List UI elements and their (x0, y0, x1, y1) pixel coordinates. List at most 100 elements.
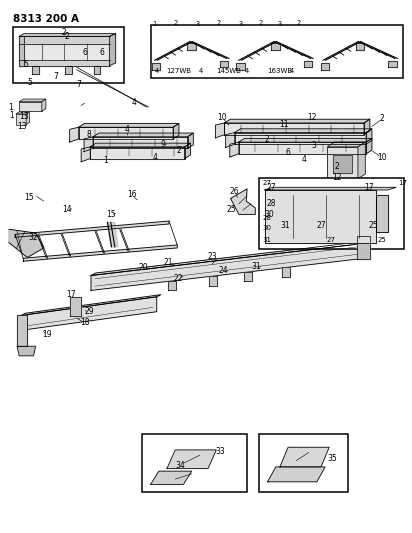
Polygon shape (209, 276, 217, 286)
Bar (260, 434, 348, 492)
Text: 7: 7 (54, 71, 59, 80)
Text: 4: 4 (125, 125, 130, 134)
Polygon shape (15, 221, 169, 237)
Text: 2: 2 (216, 20, 220, 26)
Polygon shape (225, 123, 364, 135)
Polygon shape (26, 112, 29, 125)
Text: 10: 10 (377, 153, 386, 162)
Bar (259, 177, 404, 249)
Polygon shape (21, 297, 157, 330)
Text: 7: 7 (76, 80, 81, 89)
Text: 11: 11 (279, 119, 289, 128)
Polygon shape (333, 155, 352, 173)
Polygon shape (21, 295, 161, 316)
Text: 2: 2 (62, 28, 67, 37)
Text: 1: 1 (9, 111, 14, 120)
Polygon shape (65, 66, 72, 74)
Text: 2: 2 (379, 114, 384, 123)
Text: 22: 22 (173, 273, 183, 282)
Text: 21: 21 (164, 258, 173, 266)
Text: 1: 1 (103, 156, 108, 165)
Polygon shape (91, 241, 367, 276)
Polygon shape (19, 44, 110, 60)
Bar (150, 25, 403, 78)
Polygon shape (185, 143, 190, 159)
Bar (143, 434, 247, 492)
Text: 12: 12 (307, 113, 317, 122)
Text: 4: 4 (301, 155, 306, 164)
Text: 5: 5 (27, 78, 32, 87)
Polygon shape (220, 61, 228, 67)
Polygon shape (81, 147, 90, 162)
Text: 31: 31 (263, 237, 272, 243)
Text: 13: 13 (17, 122, 27, 131)
Polygon shape (19, 102, 42, 111)
Text: 2: 2 (177, 146, 182, 155)
Polygon shape (19, 99, 46, 102)
Polygon shape (150, 471, 192, 484)
Polygon shape (265, 187, 396, 190)
Polygon shape (167, 450, 216, 469)
Text: 32: 32 (29, 233, 38, 242)
Text: 8: 8 (87, 130, 91, 139)
Text: 30: 30 (265, 210, 274, 219)
Polygon shape (173, 124, 179, 139)
Polygon shape (389, 61, 397, 67)
Text: 25: 25 (369, 221, 378, 230)
Polygon shape (9, 229, 44, 257)
Text: 17: 17 (66, 289, 76, 298)
Polygon shape (272, 44, 280, 50)
Polygon shape (366, 129, 372, 144)
Text: 145WB: 145WB (217, 68, 241, 74)
Text: 35: 35 (328, 455, 337, 463)
Text: 3: 3 (278, 21, 282, 27)
Text: 27: 27 (326, 237, 335, 243)
Polygon shape (79, 124, 179, 127)
Text: 163WB: 163WB (267, 68, 293, 74)
Polygon shape (187, 44, 196, 50)
Polygon shape (358, 142, 365, 179)
Text: 13: 13 (20, 112, 29, 121)
Text: 4: 4 (132, 98, 137, 107)
Text: 10: 10 (218, 113, 227, 122)
Polygon shape (93, 137, 187, 149)
Text: 25: 25 (227, 205, 236, 214)
Polygon shape (70, 127, 79, 142)
Text: 3: 3 (311, 141, 316, 150)
Polygon shape (280, 447, 329, 467)
Text: 1: 1 (152, 21, 157, 27)
Polygon shape (16, 112, 29, 114)
Text: 2: 2 (296, 20, 301, 26)
Polygon shape (42, 99, 46, 111)
Polygon shape (168, 281, 176, 290)
Text: 34: 34 (176, 462, 185, 470)
Polygon shape (19, 36, 24, 66)
Text: 29: 29 (84, 307, 94, 316)
Polygon shape (366, 139, 372, 154)
Text: 3: 3 (196, 21, 200, 27)
Polygon shape (19, 60, 110, 66)
Polygon shape (239, 139, 372, 142)
Polygon shape (16, 114, 26, 125)
Text: 15: 15 (106, 210, 115, 219)
Polygon shape (321, 63, 329, 70)
Text: 24: 24 (218, 266, 228, 274)
Polygon shape (267, 467, 325, 482)
Text: 9: 9 (160, 140, 165, 149)
Polygon shape (236, 63, 245, 70)
Polygon shape (17, 346, 35, 356)
Polygon shape (356, 44, 364, 50)
Polygon shape (265, 190, 376, 243)
Text: 27: 27 (267, 183, 276, 192)
Polygon shape (90, 147, 185, 159)
Text: 2: 2 (64, 31, 69, 41)
Polygon shape (226, 133, 235, 148)
Text: 25: 25 (378, 237, 386, 243)
Text: 33: 33 (215, 447, 225, 456)
Text: 2: 2 (265, 135, 269, 144)
Polygon shape (19, 34, 116, 36)
Text: 1: 1 (9, 102, 13, 111)
Polygon shape (23, 245, 177, 261)
Text: 31: 31 (251, 262, 261, 271)
Text: 4: 4 (199, 68, 203, 74)
